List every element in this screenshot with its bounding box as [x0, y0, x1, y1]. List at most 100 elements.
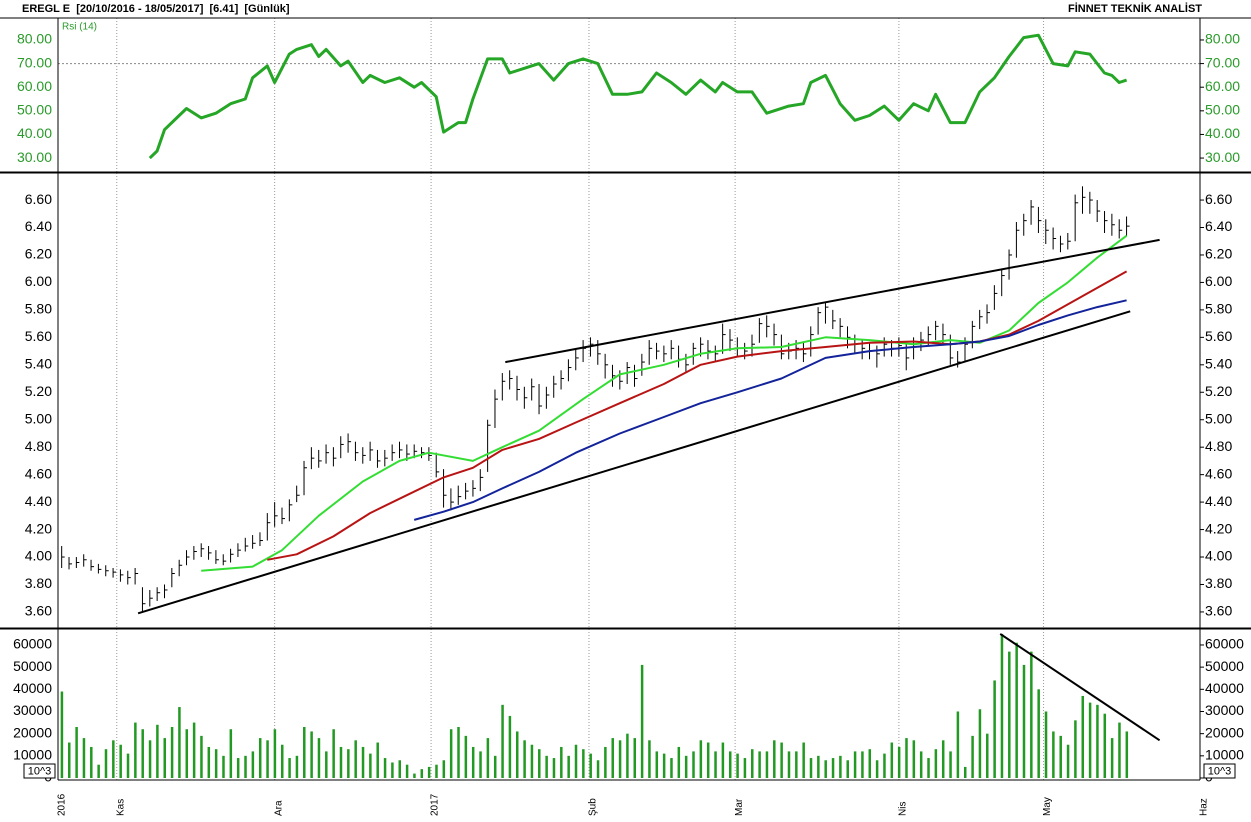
volume-bar: [435, 764, 438, 779]
volume-bar: [1000, 633, 1004, 779]
volume-bar: [391, 762, 394, 779]
volume-bar: [332, 729, 335, 779]
frame-layer: [0, 17, 1251, 781]
volume-bar: [743, 758, 747, 779]
y-tick-label-right: 3.80: [1205, 575, 1232, 591]
volume-bar: [941, 740, 945, 779]
header-brand: FİNNET TEKNİK ANALİST: [1068, 2, 1202, 15]
y-tick-label-right: 5.60: [1205, 328, 1232, 344]
volume-bar: [706, 742, 710, 779]
y-tick-label-right: 5.40: [1205, 356, 1232, 372]
volume-bar: [1096, 704, 1099, 779]
volume-bar: [280, 744, 284, 779]
volume-bar: [890, 742, 894, 779]
x-tick-label: 2017: [430, 793, 441, 816]
volume-bar: [303, 727, 306, 779]
y-tick-label: 80.00: [17, 31, 52, 47]
volume-bar: [868, 749, 872, 779]
y-tick-label: 30000: [13, 702, 52, 718]
trend-line: [137, 310, 1131, 615]
volume-bar: [611, 738, 614, 779]
volume-bar: [141, 729, 144, 779]
y-tick-label-right: 30.00: [1205, 149, 1240, 165]
volume-bar: [104, 749, 108, 779]
y-tick-label-right: 6.00: [1205, 273, 1232, 289]
volume-bar: [266, 740, 269, 779]
volume-bar: [398, 760, 401, 779]
y-tick-label-right: 4.00: [1205, 548, 1232, 564]
y-tick-label: 60000: [13, 636, 52, 652]
volume-bar: [97, 764, 100, 779]
volume-bar: [156, 724, 159, 779]
y-tick-label: 5.80: [25, 301, 52, 317]
volume-bar: [1088, 702, 1092, 779]
volume-bar: [493, 755, 497, 779]
volume-bar: [714, 751, 717, 779]
volume-bar: [376, 742, 379, 779]
volume-bar: [163, 738, 166, 779]
rsi-line: [148, 33, 1128, 160]
volume-bar: [758, 751, 761, 779]
y-tick-label-right: 60.00: [1205, 78, 1240, 94]
volume-bar: [383, 758, 387, 779]
volume-bar: [427, 766, 431, 779]
y-tick-label-right: 4.60: [1205, 465, 1232, 481]
y-tick-label: 3.80: [25, 575, 52, 591]
volume-bar: [684, 755, 688, 779]
y-tick-label: 5.20: [25, 383, 52, 399]
y-tick-label: 70.00: [17, 54, 52, 70]
y-tick-label-right: 6.20: [1205, 246, 1232, 262]
volume-bar: [1059, 735, 1062, 779]
volume-bar: [692, 751, 695, 779]
y-tick-label-right: 60000: [1205, 636, 1244, 652]
volume-bar: [574, 744, 578, 779]
volume-bar: [1030, 651, 1033, 779]
volume-bar: [339, 746, 343, 779]
volume-bar: [670, 758, 673, 779]
volume-bar: [1074, 720, 1077, 779]
volume-bar: [545, 755, 548, 779]
volume-bar: [861, 751, 864, 779]
trend-line: [505, 238, 1160, 364]
y-tick-label-right: 5.00: [1205, 410, 1232, 426]
volume-bar: [765, 751, 769, 779]
volume-bar: [75, 727, 78, 779]
volume-bar: [258, 738, 262, 779]
volume-bar: [222, 755, 225, 779]
volume-bar: [927, 758, 930, 779]
data-layer: Rsi (14): [60, 22, 1161, 779]
volume-bar: [207, 746, 211, 779]
volume-bar: [317, 738, 321, 779]
volume-bar: [523, 740, 526, 779]
volume-bar: [170, 727, 174, 779]
panel-title: Rsi (14): [62, 22, 97, 33]
volume-bar: [919, 751, 923, 779]
y-tick-label-right: 80.00: [1205, 31, 1240, 47]
volume-bar: [361, 746, 365, 779]
y-tick-label: 4.80: [25, 438, 52, 454]
volume-bar: [787, 751, 791, 779]
x-tick-label: Haz: [1199, 798, 1210, 816]
volume-bar: [677, 746, 681, 779]
volume-bar: [1066, 744, 1070, 779]
volume-bar: [68, 742, 71, 779]
volume-bar: [993, 680, 996, 779]
volume-bar: [310, 731, 313, 779]
volume-bar: [1037, 689, 1040, 779]
volume-bar: [214, 749, 218, 779]
y-tick-label: 6.00: [25, 273, 52, 289]
x-tick-label: May: [1042, 797, 1053, 816]
volume-bar: [413, 773, 416, 779]
volume-bar: [369, 753, 372, 779]
volume-bar: [839, 755, 842, 779]
volume-bar: [662, 753, 666, 779]
volume-bar: [200, 735, 203, 779]
y-tick-label: 6.60: [25, 191, 52, 207]
volume-bar: [516, 731, 519, 779]
volume-bar: [1015, 642, 1018, 779]
y-tick-label-right: 30000: [1205, 702, 1244, 718]
volume-bar: [780, 742, 783, 779]
volume-bar: [802, 742, 805, 779]
volume-bar: [809, 758, 813, 779]
